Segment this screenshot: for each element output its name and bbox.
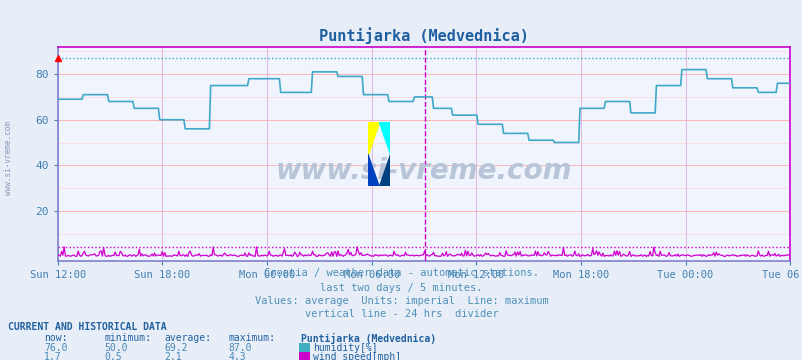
Text: 0.5: 0.5	[104, 352, 122, 360]
Text: wind speed[mph]: wind speed[mph]	[313, 352, 401, 360]
Text: 76.0: 76.0	[44, 343, 67, 353]
Text: humidity[%]: humidity[%]	[313, 343, 377, 353]
Text: 4.3: 4.3	[229, 352, 246, 360]
Text: Puntijarka (Medvednica): Puntijarka (Medvednica)	[301, 333, 435, 344]
Text: CURRENT AND HISTORICAL DATA: CURRENT AND HISTORICAL DATA	[8, 322, 167, 332]
Text: 50.0: 50.0	[104, 343, 128, 353]
Text: 87.0: 87.0	[229, 343, 252, 353]
Text: 69.2: 69.2	[164, 343, 188, 353]
Text: vertical line - 24 hrs  divider: vertical line - 24 hrs divider	[304, 309, 498, 319]
Text: minimum:: minimum:	[104, 333, 152, 343]
Text: now:: now:	[44, 333, 67, 343]
Text: Croatia / weather data - automatic stations.: Croatia / weather data - automatic stati…	[264, 268, 538, 278]
Text: maximum:: maximum:	[229, 333, 276, 343]
Text: Values: average  Units: imperial  Line: maximum: Values: average Units: imperial Line: ma…	[254, 296, 548, 306]
Title: Puntijarka (Medvednica): Puntijarka (Medvednica)	[318, 27, 529, 44]
Text: average:: average:	[164, 333, 212, 343]
Text: 2.1: 2.1	[164, 352, 182, 360]
Text: 1.7: 1.7	[44, 352, 62, 360]
Polygon shape	[367, 122, 379, 154]
Text: www.si-vreme.com: www.si-vreme.com	[3, 121, 13, 195]
Polygon shape	[367, 154, 379, 186]
Text: last two days / 5 minutes.: last two days / 5 minutes.	[320, 283, 482, 293]
Polygon shape	[379, 154, 390, 186]
Text: www.si-vreme.com: www.si-vreme.com	[275, 157, 572, 185]
Polygon shape	[379, 122, 390, 154]
